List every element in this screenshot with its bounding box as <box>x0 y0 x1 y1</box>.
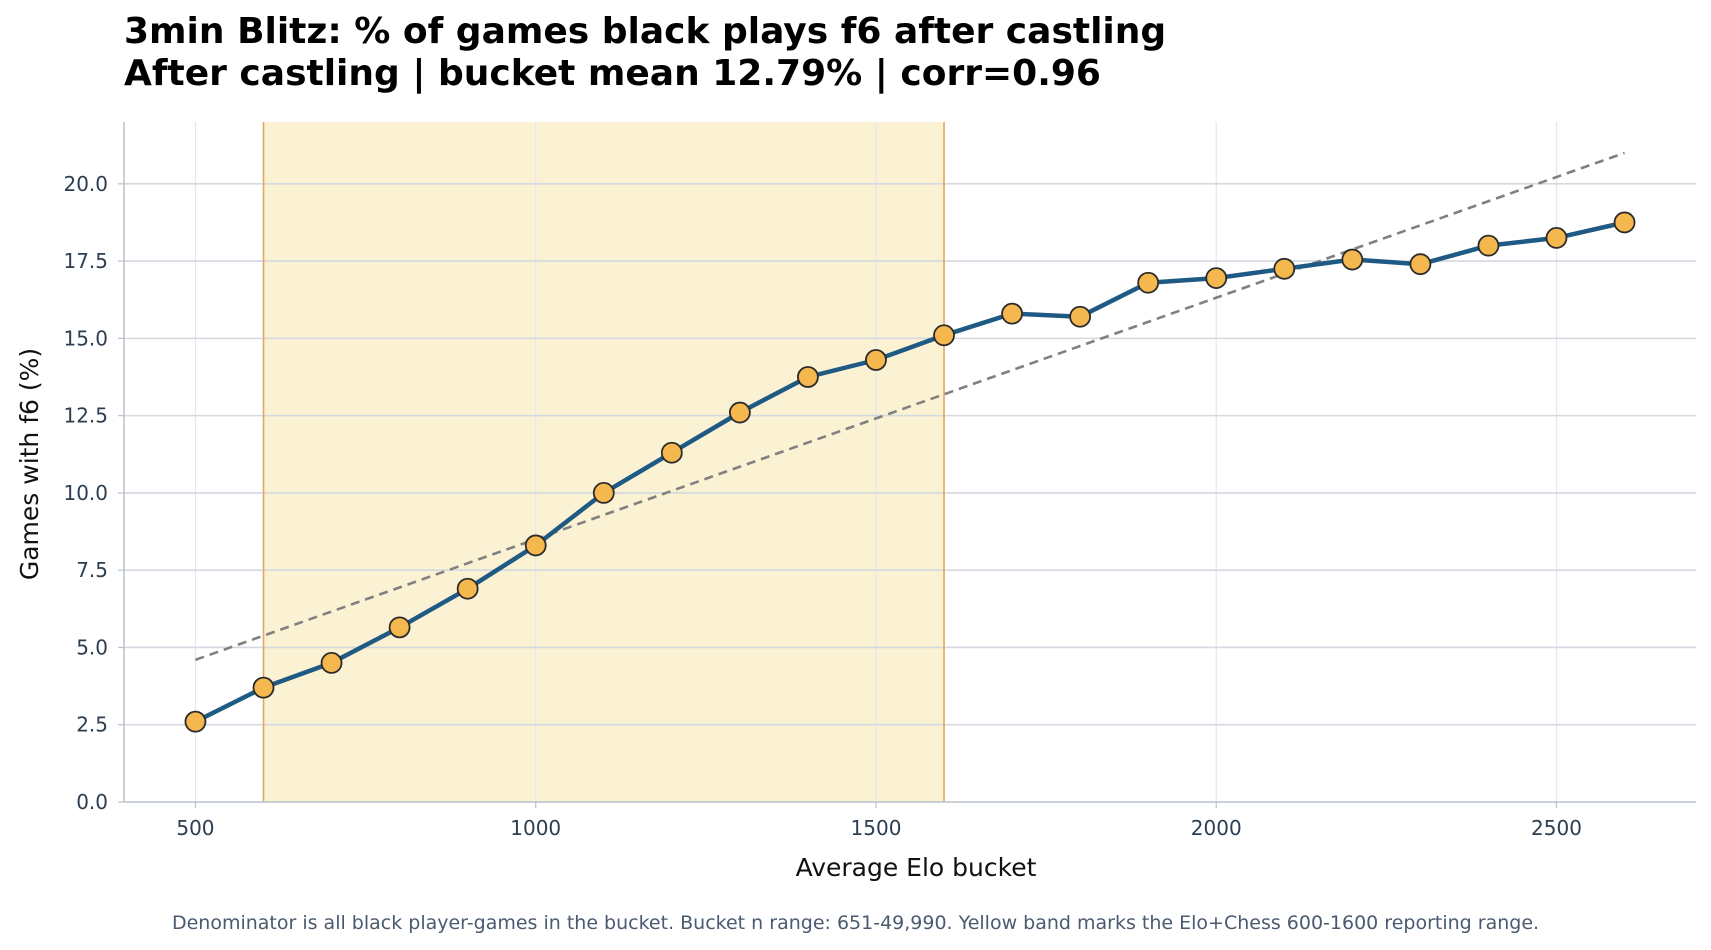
y-tick-label: 20.0 <box>63 172 108 196</box>
data-point <box>524 534 547 557</box>
y-tick-label: 12.5 <box>63 404 108 428</box>
data-point <box>865 349 887 371</box>
data-point <box>388 616 411 639</box>
y-tick-label: 5.0 <box>76 635 108 659</box>
y-axis-title: Games with f6 (%) <box>15 348 44 580</box>
data-point <box>252 676 275 699</box>
chart-subtitle: After castling | bucket mean 12.79% | co… <box>124 53 1101 94</box>
data-point <box>1409 253 1432 276</box>
data-point <box>456 577 479 600</box>
data-point <box>1001 302 1023 325</box>
data-point <box>1273 257 1296 280</box>
data-point <box>1477 234 1500 257</box>
series-line <box>194 220 1625 724</box>
y-tick-label: 7.5 <box>76 558 108 582</box>
x-tick-label: 2000 <box>1191 816 1242 840</box>
x-tick-label: 1500 <box>851 816 902 840</box>
data-point <box>320 652 343 674</box>
data-point <box>660 441 683 464</box>
data-point <box>933 324 955 347</box>
data-point <box>592 482 615 504</box>
data-point <box>1341 248 1364 271</box>
data-point <box>1205 267 1228 289</box>
x-tick-label: 1000 <box>510 816 561 840</box>
chart-title: 3min Blitz: % of games black plays f6 af… <box>124 11 1167 52</box>
y-tick-label: 0.0 <box>76 790 108 814</box>
data-point <box>728 401 751 424</box>
chart-footnote: Denominator is all black player-games in… <box>171 912 1540 934</box>
data-point <box>184 710 207 733</box>
data-point <box>797 366 819 388</box>
x-tick-label: 2500 <box>1531 816 1582 840</box>
highlight-band <box>263 122 945 802</box>
data-point <box>1069 305 1092 328</box>
trend-line <box>195 151 1625 662</box>
x-axis-title: Average Elo bucket <box>796 853 1037 882</box>
data-point <box>1613 211 1636 234</box>
data-point <box>1137 271 1160 294</box>
y-tick-label: 2.5 <box>76 713 108 737</box>
data-point <box>1545 227 1568 249</box>
x-tick-label: 500 <box>176 816 214 840</box>
y-tick-label: 10.0 <box>63 481 108 505</box>
y-tick-label: 15.0 <box>63 326 108 350</box>
y-tick-label: 17.5 <box>63 249 108 273</box>
